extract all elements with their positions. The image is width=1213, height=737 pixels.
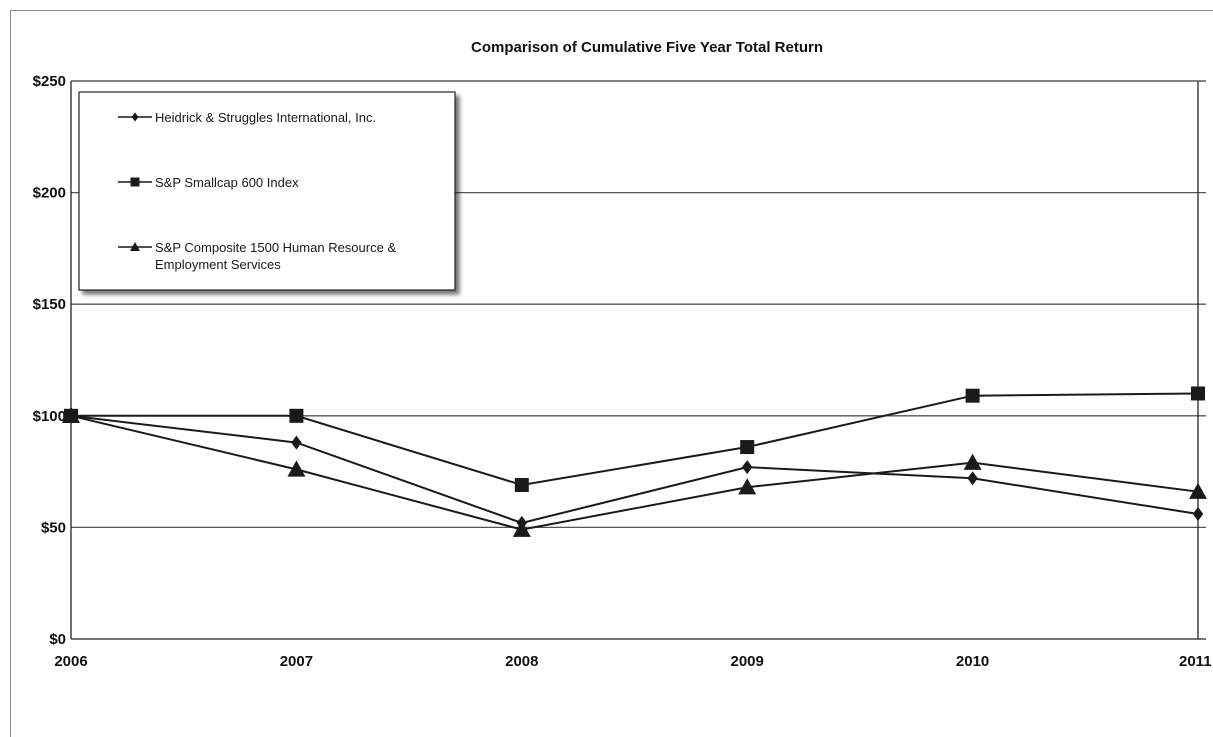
legend-label: S&P Smallcap 600 Index [155, 175, 299, 190]
legend-box [78, 91, 456, 291]
data-point-triangle [62, 406, 80, 423]
data-point-square [740, 440, 755, 455]
legend: Heidrick & Struggles International, Inc.… [78, 91, 456, 291]
data-point-square [965, 388, 980, 403]
chart-frame [10, 10, 1213, 737]
data-point-diamond [741, 460, 753, 475]
series-line [71, 392, 1199, 487]
series-square [64, 386, 1205, 492]
data-point-square [514, 477, 529, 492]
legend-label: S&P Composite 1500 Human Resource & [155, 240, 396, 255]
x-axis-tick-labels: 2006 2007 2008 2009 2010 2011 [54, 653, 1211, 670]
legend-item: Heidrick & Struggles International, Inc. [118, 110, 376, 125]
x-tick-label: 2011 [1179, 653, 1212, 670]
legend-item: S&P Composite 1500 Human Resource & Emplo… [118, 240, 396, 272]
series-lines [62, 386, 1207, 537]
series-line [70, 414, 1199, 531]
y-tick-label: $100 [33, 408, 66, 425]
data-point-square [1191, 386, 1205, 401]
x-tick-label: 2006 [54, 653, 87, 670]
data-point-triangle [963, 453, 982, 470]
legend-marker-triangle [130, 242, 140, 251]
axes [70, 80, 1206, 640]
series-line [70, 414, 1199, 524]
y-tick-label: $0 [49, 631, 66, 648]
data-point-diamond [291, 435, 302, 450]
data-point-triangle [512, 520, 531, 537]
data-point-triangle [738, 478, 757, 495]
x-tick-label: 2010 [956, 653, 989, 670]
legend-item: S&P Smallcap 600 Index [118, 175, 299, 190]
x-tick-label: 2008 [505, 653, 538, 670]
legend-label: Heidrick & Struggles International, Inc. [155, 110, 376, 125]
x-tick-label: 2007 [280, 653, 313, 670]
y-tick-label: $150 [33, 296, 66, 313]
data-point-diamond [1192, 507, 1204, 522]
y-tick-label: $200 [33, 185, 66, 202]
y-axis-tick-labels: $0 $50 $100 $150 $200 $250 [33, 73, 66, 648]
data-point-triangle [1189, 482, 1207, 499]
y-tick-label: $250 [33, 73, 66, 90]
series-diamond [65, 408, 1204, 530]
legend-marker-diamond [131, 112, 139, 122]
data-point-diamond [967, 471, 978, 486]
x-tick-label: 2009 [731, 653, 764, 670]
y-tick-label: $50 [41, 519, 66, 536]
legend-marker-square [130, 177, 140, 187]
legend-label: Employment Services [155, 257, 281, 272]
data-point-triangle [287, 460, 306, 477]
series-triangle [62, 406, 1207, 537]
chart-title: Comparison of Cumulative Five Year Total… [471, 39, 823, 56]
data-point-square [289, 408, 304, 423]
